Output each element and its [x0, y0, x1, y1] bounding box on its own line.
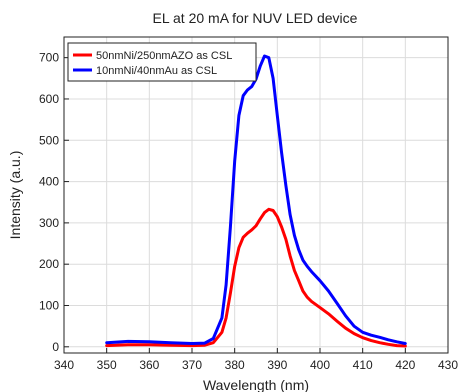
x-tick-label: 350	[97, 358, 117, 372]
x-tick-label: 430	[438, 358, 458, 372]
y-tick-label: 0	[52, 340, 59, 354]
legend-label: 50nmNi/250nmAZO as CSL	[96, 50, 232, 62]
x-tick-label: 420	[395, 358, 415, 372]
y-tick-label: 700	[39, 51, 59, 65]
legend-box	[67, 42, 257, 82]
x-tick-label: 360	[139, 358, 159, 372]
grid	[63, 37, 449, 353]
series-line-2	[105, 54, 407, 345]
x-tick-label: 370	[182, 358, 202, 372]
x-tick-label: 400	[310, 358, 330, 372]
ticks: 340 350 360 370 380 390 400 410 420 430 0 100 200 300…	[39, 51, 458, 372]
legend-label: 10nmNi/40nmAu as CSL	[96, 65, 217, 77]
series-layer	[105, 54, 407, 348]
x-tick-label: 380	[225, 358, 245, 372]
chart-title: EL at 20 mA for NUV LED device	[153, 10, 358, 26]
x-axis-title: Wavelength (nm)	[203, 377, 309, 392]
y-tick-label: 400	[39, 175, 59, 189]
y-axis-title: Intensity (a.u.)	[7, 151, 23, 240]
legend: 50nmNi/250nmAZO as CSL 10nmNi/40nmAu as C…	[67, 42, 257, 82]
y-tick-label: 500	[39, 133, 59, 147]
y-tick-label: 100	[39, 298, 59, 312]
x-tick-label: 340	[54, 358, 74, 372]
y-tick-label: 300	[39, 216, 59, 230]
plot-frame	[63, 36, 449, 354]
y-tick-label: 600	[39, 92, 59, 106]
x-tick-label: 390	[267, 358, 287, 372]
series-line-1	[105, 207, 407, 348]
y-tick-label: 200	[39, 257, 59, 271]
x-tick-label: 410	[353, 358, 373, 372]
